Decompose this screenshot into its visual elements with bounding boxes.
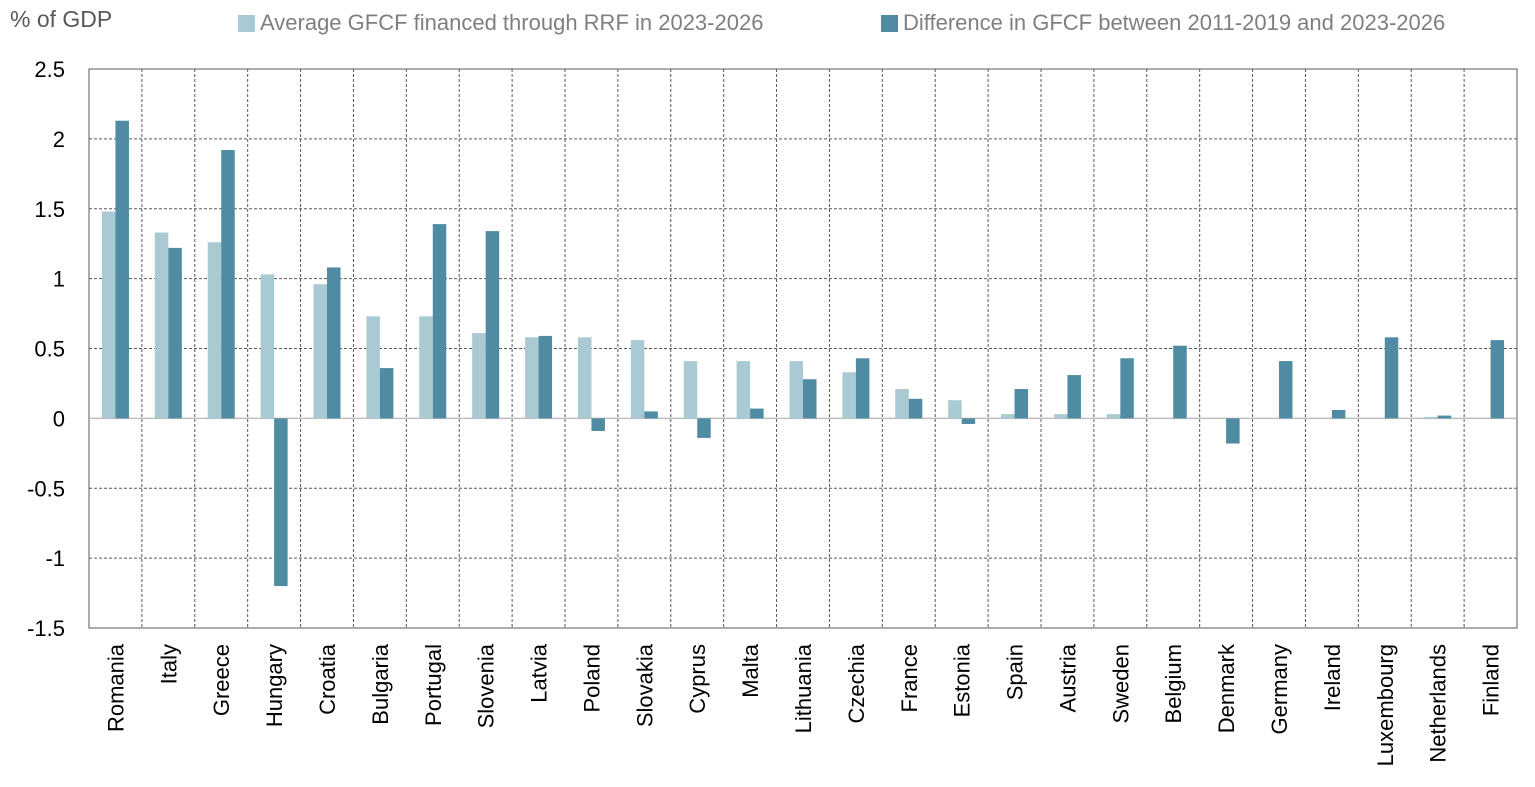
x-tick-label-lithuania: Lithuania (791, 643, 816, 733)
bar-rrf-czechia (842, 372, 856, 419)
bar-difference-spain (1014, 389, 1029, 419)
y-tick-label: 0.5 (34, 337, 65, 362)
bar-difference-latvia (538, 335, 553, 419)
x-tick-label-slovakia: Slovakia (632, 643, 657, 727)
legend-item-rrf: Average GFCF financed through RRF in 202… (238, 10, 763, 36)
legend-item-difference: Difference in GFCF between 2011-2019 and… (881, 10, 1445, 36)
bar-difference-greece (221, 150, 235, 419)
plot-area (88, 68, 1518, 629)
bar-difference-portugal (432, 224, 447, 419)
bar-difference-denmark (1226, 418, 1240, 444)
y-tick-label: 0 (53, 406, 65, 431)
y-tick-label: -1 (45, 546, 65, 571)
bar-difference-italy (168, 247, 182, 419)
x-tick-label-hungary: Hungary (262, 644, 287, 727)
bar-difference-slovenia (485, 231, 500, 419)
bar-difference-cyprus (697, 418, 711, 438)
bar-difference-finland (1490, 340, 1505, 419)
y-tick-label: -0.5 (27, 476, 65, 501)
bar-rrf-lithuania (789, 361, 803, 419)
x-tick-label-latvia: Latvia (527, 643, 552, 702)
x-tick-label-greece: Greece (209, 644, 234, 716)
x-tick-label-croatia: Croatia (315, 643, 340, 715)
x-tick-label-estonia: Estonia (950, 643, 975, 717)
bar-difference-bulgaria (379, 368, 394, 419)
bar-rrf-portugal (419, 316, 433, 419)
bar-difference-lithuania (803, 379, 817, 419)
x-tick-label-italy: Italy (156, 644, 181, 684)
x-tick-label-portugal: Portugal (421, 644, 446, 726)
bar-difference-ireland (1331, 409, 1346, 419)
bar-rrf-hungary (260, 274, 275, 419)
x-tick-label-netherlands: Netherlands (1426, 644, 1451, 763)
bar-difference-czechia (855, 358, 870, 419)
bar-rrf-netherlands (1424, 416, 1438, 419)
bar-rrf-croatia (313, 284, 327, 419)
y-tick-label: 1 (53, 267, 65, 292)
legend-label-rrf: Average GFCF financed through RRF in 202… (260, 10, 764, 35)
bar-rrf-cyprus (683, 361, 698, 419)
bar-rrf-latvia (525, 337, 539, 419)
x-tick-label-ireland: Ireland (1320, 644, 1345, 711)
x-tick-label-spain: Spain (1003, 644, 1028, 700)
y-axis-unit-label: % of GDP (10, 6, 113, 32)
x-tick-label-cyprus: Cyprus (685, 644, 710, 714)
bar-rrf-malta (736, 361, 751, 419)
bar-rrf-slovenia (472, 333, 486, 419)
bar-difference-austria (1067, 375, 1081, 419)
x-tick-label-bulgaria: Bulgaria (368, 643, 393, 724)
bar-difference-netherlands (1437, 415, 1452, 419)
y-tick-label: 2 (53, 127, 65, 152)
bar-difference-slovakia (644, 411, 658, 419)
x-tick-label-malta: Malta (738, 643, 763, 698)
bar-rrf-sweden (1106, 414, 1121, 419)
bar-difference-belgium (1173, 345, 1187, 419)
bar-rrf-romania (101, 211, 116, 419)
bar-difference-romania (115, 120, 129, 419)
bar-rrf-bulgaria (366, 316, 380, 419)
bar-difference-croatia (327, 267, 341, 419)
x-tick-label-finland: Finland (1479, 644, 1504, 716)
bar-difference-sweden (1120, 358, 1134, 419)
x-tick-label-germany: Germany (1267, 644, 1292, 734)
bar-rrf-slovakia (630, 340, 645, 419)
y-tick-label: 1.5 (34, 197, 65, 222)
x-tick-label-slovenia: Slovenia (474, 643, 499, 728)
legend-label-difference: Difference in GFCF between 2011-2019 and… (903, 10, 1446, 35)
bar-rrf-estonia (948, 400, 962, 419)
legend-swatch-difference (881, 14, 898, 32)
y-tick-label: 2.5 (34, 57, 65, 82)
bar-rrf-spain (1001, 414, 1015, 419)
bar-difference-germany (1279, 361, 1293, 419)
bar-difference-malta (750, 408, 764, 419)
x-tick-label-belgium: Belgium (1161, 644, 1186, 723)
x-tick-label-poland: Poland (579, 644, 604, 713)
bar-rrf-italy (154, 232, 169, 419)
legend-swatch-rrf (238, 14, 255, 32)
bar-rrf-greece (207, 242, 222, 419)
bar-difference-luxembourg (1384, 337, 1399, 419)
x-tick-label-romania: Romania (103, 643, 128, 732)
x-tick-label-sweden: Sweden (1108, 644, 1133, 724)
x-tick-label-austria: Austria (1055, 643, 1080, 712)
x-tick-label-denmark: Denmark (1214, 643, 1239, 733)
bar-difference-france (908, 398, 923, 419)
bar-rrf-france (895, 389, 909, 419)
bar-difference-poland (591, 418, 605, 431)
x-tick-label-luxembourg: Luxembourg (1373, 644, 1398, 766)
x-tick-label-france: France (897, 644, 922, 712)
bar-rrf-poland (577, 337, 592, 419)
y-tick-label: -1.5 (27, 616, 65, 641)
bar-rrf-austria (1053, 414, 1068, 419)
bar-difference-hungary (274, 418, 288, 587)
bar-difference-estonia (961, 418, 976, 424)
x-tick-label-czechia: Czechia (844, 643, 869, 723)
